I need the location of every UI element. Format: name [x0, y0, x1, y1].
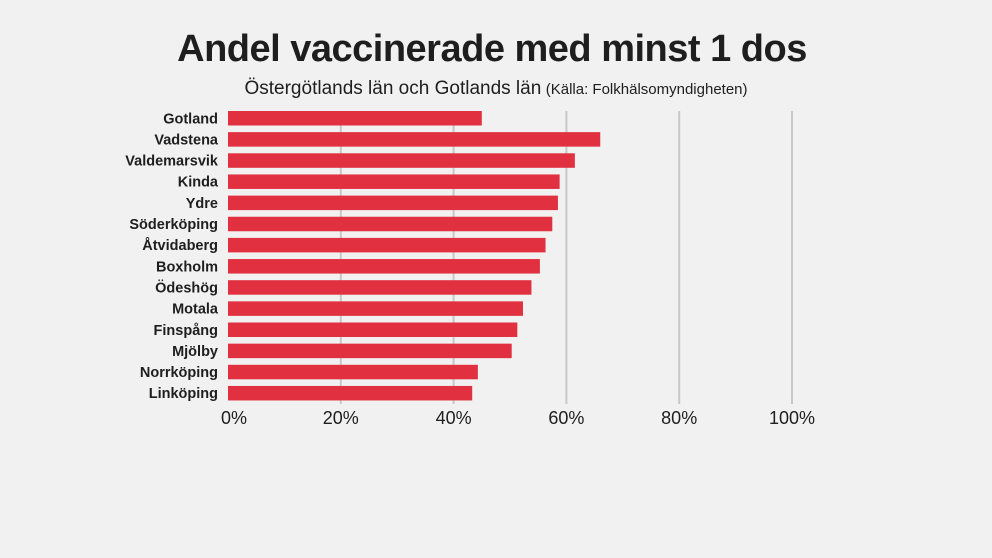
category-label: Vadstena: [154, 132, 219, 148]
category-label: Gotland: [163, 111, 218, 127]
category-label: Ödeshög: [155, 279, 218, 296]
category-label: Åtvidaberg: [142, 237, 218, 254]
category-label: Valdemarsvik: [125, 154, 219, 170]
category-label: Mjölby: [172, 344, 218, 360]
x-tick-label: 20%: [323, 408, 359, 428]
chart-title: Andel vaccinerade med minst 1 dos: [177, 28, 807, 70]
category-label: Boxholm: [156, 259, 218, 275]
category-label: Kinda: [178, 175, 219, 191]
category-label: Finspång: [154, 323, 218, 339]
category-label: Motala: [172, 302, 219, 318]
x-tick-label: 100%: [769, 408, 815, 428]
x-tick-label: 40%: [436, 408, 472, 428]
bar-5: [228, 195, 558, 211]
bar-9: [228, 280, 532, 295]
subtitle-line: Östergötlands län och Gotlands län (Käll…: [0, 78, 992, 100]
bar-11: [228, 322, 518, 337]
bar-14: [228, 385, 473, 401]
bar-6: [228, 216, 553, 232]
category-label: Söderköping: [129, 217, 218, 233]
x-tick-label: 80%: [661, 408, 697, 428]
bar-10: [228, 301, 523, 316]
x-tick-label: 60%: [548, 408, 584, 428]
category-label: Linköping: [149, 386, 218, 402]
bar-7: [228, 237, 546, 253]
bar-4: [228, 174, 560, 189]
chart-subtitle: Östergötlands län och Gotlands län: [244, 78, 542, 99]
bar-8: [228, 259, 540, 274]
bar-3: [228, 153, 575, 168]
x-tick-label: 0%: [221, 408, 247, 428]
source-note: (Källa: Folkhälsomyndigheten): [545, 81, 748, 98]
category-label: Ydre: [186, 196, 218, 212]
bar-12: [228, 343, 512, 359]
bar-1: [228, 111, 482, 126]
category-label: Norrköping: [140, 365, 218, 381]
bar-13: [228, 364, 478, 380]
bar-2: [228, 132, 601, 147]
